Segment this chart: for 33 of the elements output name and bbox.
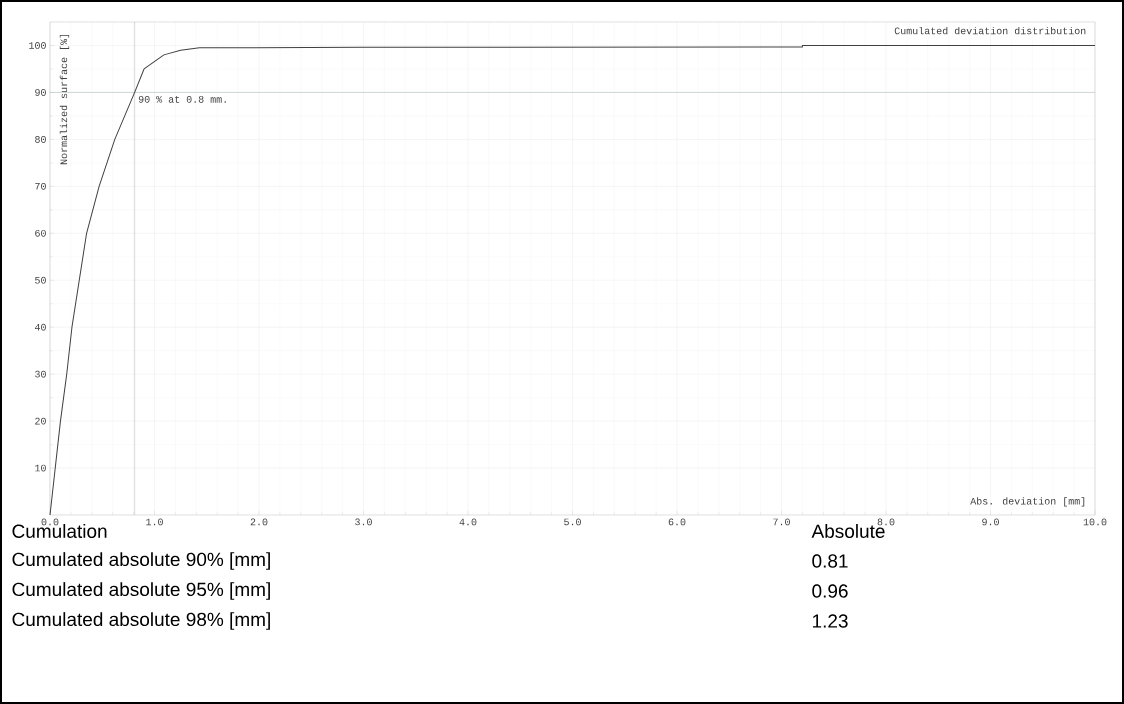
y-tick-label: 20 <box>35 417 46 425</box>
x-tick-label: 6.0 <box>668 518 686 526</box>
y-tick-label: 60 <box>35 229 46 237</box>
y-tick-label: 80 <box>35 135 46 143</box>
x-tick-label: 2.0 <box>250 518 268 526</box>
x-tick-label: 8.0 <box>877 518 895 526</box>
y-tick-label: 70 <box>35 182 46 190</box>
x-tick-label: 3.0 <box>355 518 372 526</box>
y-tick-label: 30 <box>35 370 46 378</box>
x-tick-label: 7.0 <box>773 518 790 526</box>
text: 0.96 <box>812 584 848 598</box>
chart-title: Cumulated deviation distribution <box>894 26 1086 35</box>
y-tick-label: 50 <box>35 276 46 284</box>
y-tick-label: 10 <box>35 464 46 472</box>
x-tick-label: 5.0 <box>564 518 581 526</box>
annotation: 90 % at 0.8 mm. <box>138 95 226 103</box>
text: Cumulated absolute 90% [mm] <box>12 552 270 570</box>
x-tick-label: 4.0 <box>459 518 477 526</box>
x-tick-label: 9.0 <box>982 518 999 526</box>
text: 1.23 <box>812 614 848 628</box>
y-tick-label: 90 <box>35 89 46 96</box>
text: Absolute <box>811 524 885 538</box>
text: Cumulation <box>12 524 107 538</box>
x-tick-label: 10.0 <box>1083 518 1107 526</box>
x-tick-label: 0.0 <box>41 518 59 526</box>
y-tick-label: 100 <box>29 42 46 49</box>
text: 0.81 <box>812 554 848 568</box>
y-tick-label: 40 <box>34 323 46 331</box>
y-axis-title: Normalized surface [%] <box>59 34 70 165</box>
x-tick-label: 1.0 <box>146 518 163 526</box>
x-axis-title: Abs. deviation [mm] <box>970 497 1085 507</box>
text: Cumulated absolute 98% [mm] <box>12 612 270 630</box>
text: Cumulated absolute 95% [mm] <box>12 582 270 600</box>
